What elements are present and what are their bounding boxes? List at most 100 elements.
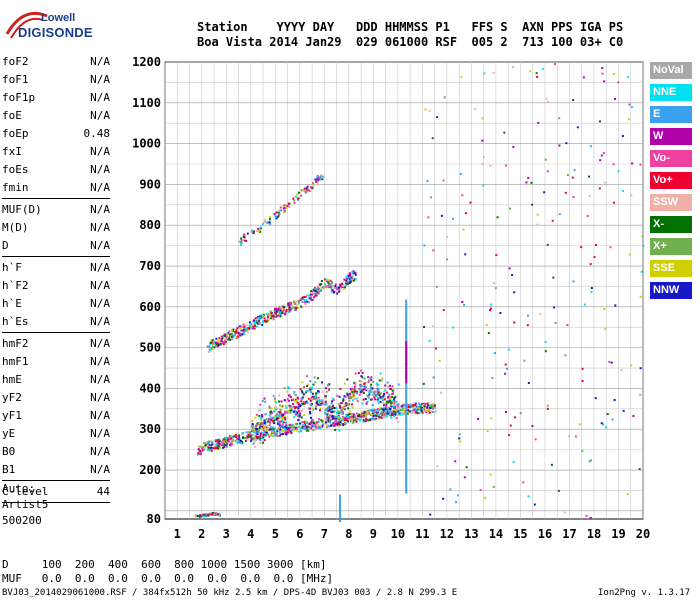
scatter-point bbox=[605, 426, 608, 429]
scatter-point bbox=[586, 214, 589, 217]
scatter-point bbox=[526, 324, 529, 327]
header-values: Boa Vista 2014 Jan29 029 061000 RSF 005 … bbox=[197, 35, 624, 49]
scatter-point bbox=[336, 292, 339, 295]
scatter-point bbox=[387, 401, 390, 404]
scatter-point bbox=[351, 399, 354, 402]
scatter-point bbox=[259, 442, 262, 445]
param-value: N/A bbox=[90, 203, 110, 216]
scatter-point bbox=[317, 418, 320, 421]
scatter-point bbox=[405, 478, 408, 482]
scatter-point bbox=[264, 430, 267, 433]
scatter-point bbox=[343, 286, 346, 289]
scatter-point bbox=[296, 426, 299, 429]
scatter-point bbox=[338, 405, 341, 408]
scatter-point bbox=[305, 390, 308, 393]
scatter-point bbox=[405, 331, 408, 335]
scatter-point bbox=[426, 402, 429, 405]
scatter-point bbox=[233, 434, 236, 437]
scatter-point bbox=[289, 396, 292, 399]
scatter-point bbox=[608, 360, 611, 363]
param-row: yF2 N/A bbox=[2, 391, 110, 407]
scatter-point bbox=[393, 407, 396, 410]
scatter-point bbox=[285, 406, 288, 409]
scatter-point bbox=[348, 272, 351, 275]
scatter-point bbox=[428, 109, 431, 112]
scatter-point bbox=[239, 325, 242, 328]
scatter-point bbox=[273, 397, 276, 400]
scatter-point bbox=[288, 205, 291, 208]
scatter-point bbox=[337, 419, 340, 422]
scatter-point bbox=[333, 286, 336, 289]
scatter-point bbox=[225, 441, 228, 444]
scatter-point bbox=[526, 314, 529, 317]
scatter-point bbox=[253, 321, 256, 324]
param-name: h`F2 bbox=[2, 279, 29, 292]
scatter-point bbox=[436, 116, 439, 119]
scatter-point bbox=[275, 401, 278, 404]
scatter-point bbox=[435, 347, 438, 350]
scatter-point bbox=[301, 421, 304, 424]
scatter-point bbox=[208, 345, 211, 348]
y-tick-label: 300 bbox=[139, 422, 161, 436]
scatter-point bbox=[272, 426, 275, 429]
scatter-point bbox=[383, 393, 386, 396]
scatter-point bbox=[290, 431, 293, 434]
scatter-point bbox=[499, 312, 502, 315]
scatter-point bbox=[527, 495, 530, 498]
scatter-point bbox=[278, 313, 281, 316]
scatter-point bbox=[311, 395, 314, 398]
scatter-point bbox=[348, 282, 351, 285]
scatter-point bbox=[343, 287, 346, 290]
scatter-point bbox=[222, 438, 225, 441]
scatter-point bbox=[531, 203, 534, 206]
scatter-point bbox=[320, 402, 323, 405]
scatter-point bbox=[276, 432, 279, 435]
scatter-point bbox=[464, 212, 467, 215]
footer-version: Ion2Png v. 1.3.17 bbox=[598, 588, 691, 598]
scatter-point bbox=[211, 447, 214, 450]
scatter-point bbox=[375, 382, 378, 385]
scatter-point bbox=[347, 393, 350, 396]
scatter-point bbox=[261, 323, 264, 326]
scatter-point bbox=[339, 410, 342, 413]
scatter-point bbox=[263, 434, 266, 437]
scatter-point bbox=[212, 512, 215, 515]
scatter-point bbox=[239, 439, 242, 442]
scatter-point bbox=[422, 403, 425, 406]
scatter-point bbox=[351, 420, 354, 423]
scatter-point bbox=[318, 285, 321, 288]
scatter-point bbox=[297, 414, 300, 417]
scatter-point bbox=[339, 421, 342, 424]
scatter-point bbox=[339, 516, 342, 520]
scatter-point bbox=[627, 118, 630, 121]
scatter-point bbox=[378, 379, 381, 382]
scatter-point bbox=[313, 376, 316, 379]
scatter-point bbox=[215, 344, 218, 347]
scatter-point bbox=[330, 282, 333, 285]
scatter-point bbox=[281, 416, 284, 419]
x-tick-label: 8 bbox=[345, 527, 352, 541]
scatter-point bbox=[539, 313, 542, 316]
scatter-point bbox=[287, 394, 290, 397]
scatter-point bbox=[342, 424, 345, 427]
scatter-point bbox=[631, 162, 634, 165]
scatter-point bbox=[364, 383, 367, 386]
x-tick-label: 10 bbox=[391, 527, 405, 541]
scatter-point bbox=[258, 228, 261, 231]
scatter-point bbox=[260, 432, 263, 435]
scatter-point bbox=[408, 406, 411, 409]
scatter-point bbox=[351, 418, 354, 421]
scatter-point bbox=[627, 76, 630, 79]
scatter-point bbox=[369, 377, 372, 380]
scatter-point bbox=[424, 108, 427, 111]
scatter-point bbox=[249, 326, 252, 329]
param-value: N/A bbox=[90, 279, 110, 292]
scatter-point bbox=[430, 405, 433, 408]
scatter-point bbox=[511, 273, 514, 276]
param-value: N/A bbox=[90, 337, 110, 350]
scatter-point bbox=[565, 142, 568, 145]
scatter-point bbox=[293, 391, 296, 394]
scatter-point bbox=[262, 321, 265, 324]
scatter-point bbox=[251, 320, 254, 323]
scatter-point bbox=[304, 299, 307, 302]
